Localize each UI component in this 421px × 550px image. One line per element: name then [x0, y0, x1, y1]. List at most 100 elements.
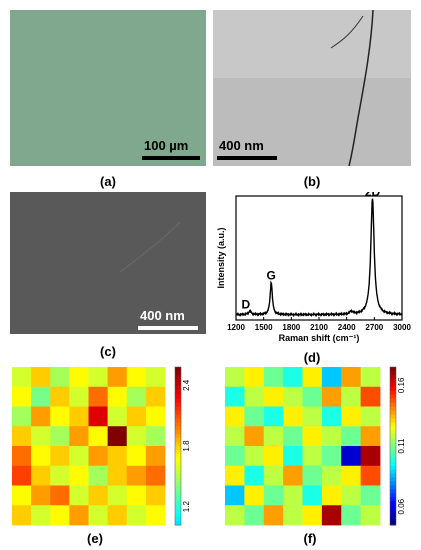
colorbar-segment	[390, 457, 396, 463]
peak-label-2d: 2D	[365, 192, 381, 199]
heatmap-cell	[263, 426, 284, 447]
heatmap-cell	[107, 406, 128, 427]
colorbar-segment	[390, 449, 396, 455]
panel-c-label: (c)	[100, 344, 116, 359]
panel-e-label: (e)	[87, 531, 103, 546]
heatmap-cell	[50, 426, 70, 447]
colorbar-segment	[175, 418, 181, 423]
heatmap-cell	[321, 446, 342, 467]
heatmap-cell	[145, 485, 166, 506]
heatmap-cell	[283, 485, 303, 506]
x-tick-label: 3000	[393, 323, 411, 332]
panel-e-heatmap: 1.2 1.8 2.4	[12, 366, 191, 526]
colorbar-segment	[175, 497, 181, 502]
colorbar-segment	[175, 394, 181, 400]
colorbar-segment	[390, 394, 396, 400]
heatmap-cell	[126, 485, 147, 506]
heatmap-cell	[50, 485, 70, 506]
colorbar-segment	[390, 367, 396, 372]
heatmap-cell	[31, 446, 51, 467]
heatmap-cell	[12, 465, 32, 486]
colorbar-segment	[175, 398, 181, 404]
colorbar-tick-label: 1.8	[182, 440, 191, 452]
heatmap-cell	[360, 406, 381, 427]
colorbar-segment	[175, 414, 181, 419]
colorbar-tick-label: 0.06	[397, 498, 406, 514]
colorbar-segment	[390, 453, 396, 459]
colorbar-segment	[390, 505, 396, 510]
x-tick-label: 1800	[282, 323, 300, 332]
panel-d-label: (d)	[303, 350, 321, 365]
heatmap-cell	[283, 505, 303, 526]
panel-a-optical-image: 100 µm	[10, 10, 206, 166]
heatmap-cell	[360, 505, 381, 526]
colorbar-segment	[175, 501, 181, 506]
colorbar-segment	[175, 485, 181, 490]
colorbar-segment	[390, 477, 396, 483]
heatmap-cell	[12, 386, 32, 407]
colorbar-segment	[390, 473, 396, 479]
heatmap-cell	[69, 386, 89, 407]
colorbar-segment	[175, 457, 181, 463]
heatmap-cell	[31, 485, 51, 506]
heatmap-cell	[360, 485, 381, 506]
colorbar-segment	[390, 422, 396, 427]
colorbar-segment	[390, 370, 396, 376]
colorbar-tick-label: 0.11	[397, 438, 406, 454]
heatmap-cell	[69, 406, 89, 427]
heatmap-cell	[145, 446, 166, 467]
colorbar-segment	[175, 513, 181, 518]
heatmap-cell	[302, 367, 323, 388]
colorbar-segment	[175, 469, 181, 475]
colorbar-segment	[175, 382, 181, 388]
colorbar-segment	[390, 461, 396, 467]
spectrum-line	[235, 198, 403, 318]
heatmap-cell	[31, 465, 51, 486]
heatmap-cell	[69, 465, 89, 486]
heatmap-cell	[145, 406, 166, 427]
panel-d-raman-chart: D G 2D 1200 1500 1800 2100 2400 2700 3000 Raman sh…	[216, 192, 411, 343]
heatmap-cell	[12, 367, 32, 388]
heatmap-cell	[263, 485, 284, 506]
colorbar-segment	[175, 434, 181, 439]
colorbar-segment	[175, 517, 181, 522]
heatmap-cell	[263, 505, 284, 526]
colorbar-segment	[390, 438, 396, 443]
heatmap-cell	[126, 505, 147, 526]
heatmap-cell	[225, 426, 245, 447]
heatmap-cell	[263, 386, 284, 407]
peak-label-d: D	[241, 298, 250, 312]
heatmap-cell	[69, 426, 89, 447]
colorbar-segment	[175, 489, 181, 494]
heatmap-cell	[12, 485, 32, 506]
heatmap-cell	[321, 465, 342, 486]
heatmap-cell	[31, 386, 51, 407]
heatmap-cell	[31, 367, 51, 388]
colorbar-segment	[175, 442, 181, 447]
scale-bar-label: 100 µm	[144, 138, 189, 153]
heatmap-cell	[50, 465, 70, 486]
y-axis-label: Intensity (a.u.)	[216, 227, 226, 288]
heatmap-cell	[88, 485, 109, 506]
colorbar-frame	[174, 366, 182, 526]
heatmap-cell	[244, 465, 265, 486]
colorbar-tick-label: 2.4	[182, 379, 191, 391]
colorbar-segment	[175, 402, 181, 407]
colorbar-segment	[175, 410, 181, 415]
colorbar-segment	[390, 469, 396, 475]
heatmap-cell	[107, 446, 128, 467]
heatmap-cell	[126, 426, 147, 447]
colorbar-segment	[390, 418, 396, 423]
heatmap-cell	[107, 426, 128, 447]
heatmap-cell	[88, 465, 109, 486]
heatmap-cell	[341, 386, 362, 407]
heatmap-cell	[321, 505, 342, 526]
colorbar-segment	[175, 422, 181, 427]
colorbar-segment	[390, 485, 396, 490]
heatmap-cell	[263, 367, 284, 388]
heatmap-cell	[302, 465, 323, 486]
heatmap-cell	[12, 446, 32, 467]
x-axis-label: Raman shift (cm⁻¹)	[279, 333, 360, 343]
heatmap-cell	[50, 367, 70, 388]
heatmap-cell	[360, 446, 381, 467]
